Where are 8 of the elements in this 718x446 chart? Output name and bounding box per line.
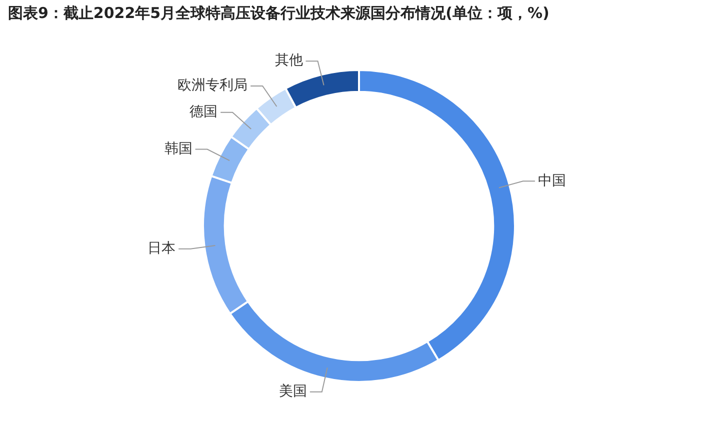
slice-label: 韩国: [164, 140, 192, 157]
slice-label: 日本: [148, 240, 176, 257]
slice-label: 中国: [538, 172, 566, 189]
slice-label: 其他: [274, 52, 303, 69]
slice-label: 欧洲专利局: [178, 78, 248, 94]
slice-label: 美国: [278, 384, 307, 400]
slice-label: 德国: [190, 104, 218, 120]
chart-title: 图表9：截止2022年5月全球特高压设备行业技术来源国分布情况(单位：项，%): [7, 3, 550, 24]
